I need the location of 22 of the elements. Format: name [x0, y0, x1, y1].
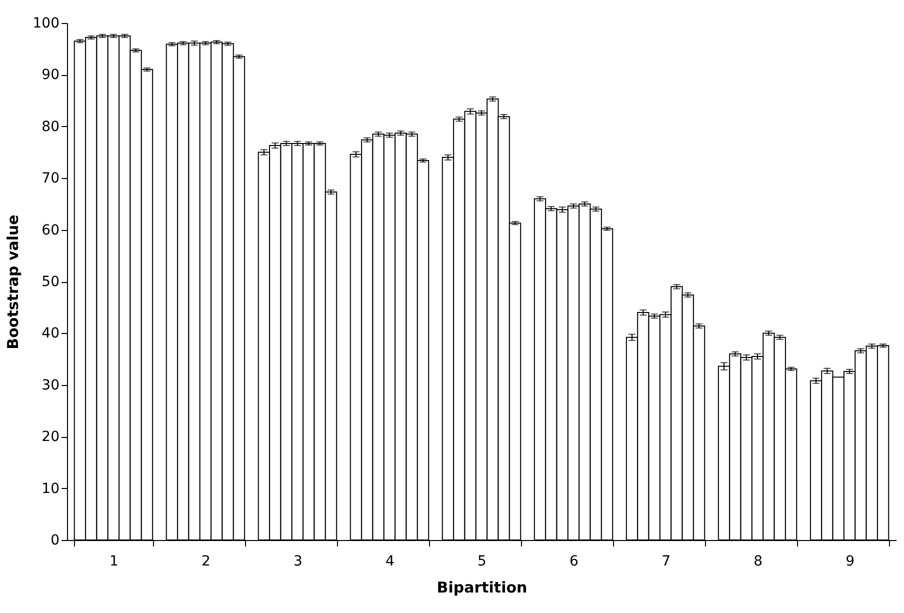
y-tick-label: 40	[42, 326, 60, 342]
x-tick-label: 9	[846, 554, 854, 570]
y-tick-label: 50	[42, 274, 60, 290]
x-tick-label: 3	[294, 554, 302, 570]
x-tick-label: 7	[662, 554, 670, 570]
y-tick-label: 80	[42, 118, 60, 135]
y-tick-label: 10	[42, 480, 60, 497]
x-tick-label: 4	[386, 554, 395, 570]
y-tick-label: 100	[32, 16, 60, 32]
x-tick-label: 6	[570, 554, 579, 570]
y-tick-label: 60	[42, 222, 60, 238]
y-tick-label: 90	[42, 67, 60, 84]
x-tick-label: 1	[110, 554, 118, 570]
x-axis-title: Bipartition	[436, 578, 528, 596]
y-axis-title: Bootstrap value	[4, 214, 22, 350]
y-tick-label: 70	[42, 170, 60, 187]
x-tick-label: 5	[478, 554, 486, 570]
y-tick-label: 30	[42, 377, 60, 394]
x-tick-label: 2	[202, 554, 210, 570]
y-tick-label: 0	[50, 532, 60, 548]
x-tick-label: 8	[754, 554, 762, 570]
y-tick-label: 20	[42, 429, 60, 446]
